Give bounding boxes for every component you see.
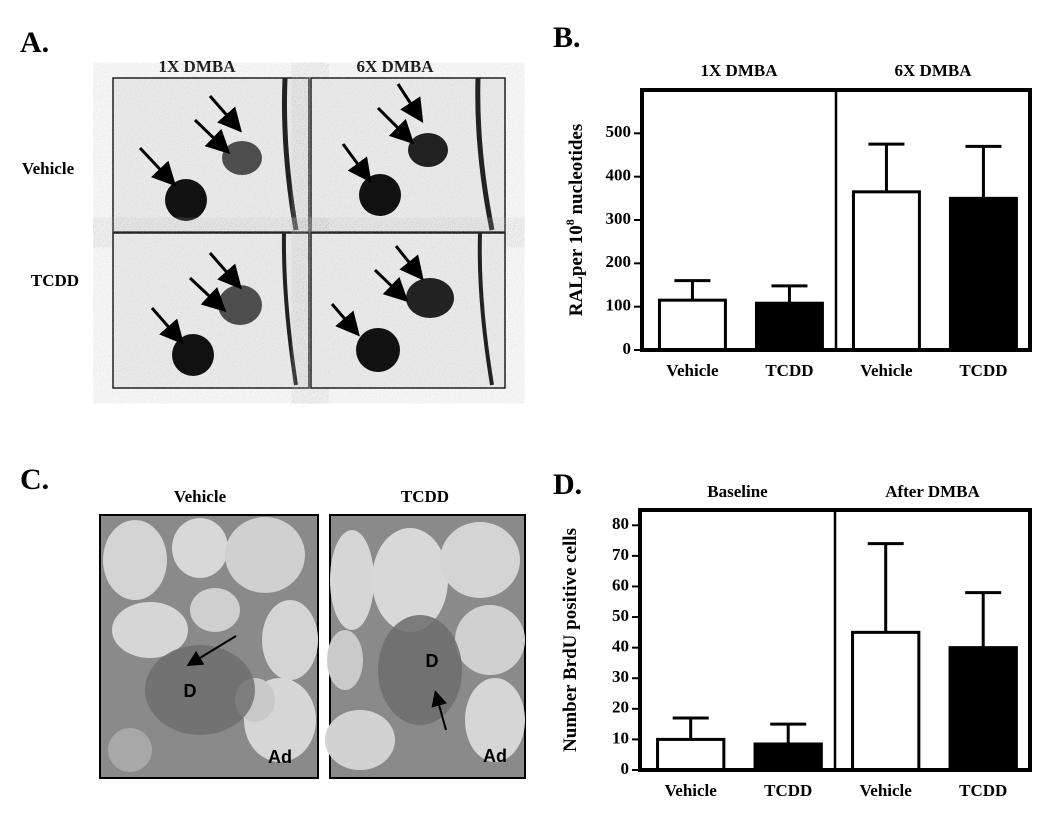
region-label: Ad bbox=[268, 747, 292, 767]
region-label: Ad bbox=[483, 746, 507, 766]
y-tick-label: 20 bbox=[612, 698, 629, 717]
group-label: Baseline bbox=[707, 482, 768, 501]
column-label: TCDD bbox=[401, 487, 449, 506]
row-label: Vehicle bbox=[22, 159, 75, 178]
y-tick-label: 40 bbox=[612, 637, 629, 656]
autoradiograph bbox=[310, 77, 506, 233]
micrograph: D Ad bbox=[325, 514, 526, 779]
autoradiographs bbox=[112, 77, 506, 389]
x-tick-label: Vehicle bbox=[665, 781, 718, 800]
bar bbox=[851, 630, 921, 772]
bar bbox=[657, 298, 727, 352]
autoradiograph bbox=[112, 232, 310, 389]
region-label: D bbox=[426, 651, 439, 671]
y-tick-label: 500 bbox=[606, 122, 632, 141]
y-axis-label-part: Number BrdU positive cells bbox=[560, 528, 581, 752]
y-axis-label-part: nucleotides bbox=[566, 124, 587, 220]
y-tick-label: 50 bbox=[612, 606, 629, 625]
panel-letter: D. bbox=[553, 468, 582, 501]
y-tick-label: 100 bbox=[606, 296, 632, 315]
x-tick-label: TCDD bbox=[959, 361, 1007, 380]
group-label: 1X DMBA bbox=[701, 61, 779, 80]
y-tick-label: 70 bbox=[612, 545, 629, 564]
plot-frame bbox=[638, 508, 1032, 772]
y-axis-label: RALper 108 nucleotides bbox=[563, 124, 588, 317]
y-axis-label-part: 8 bbox=[563, 219, 577, 225]
panel-letter: C. bbox=[20, 463, 49, 496]
autoradiograph bbox=[310, 232, 506, 389]
y-tick-label: 200 bbox=[606, 252, 632, 271]
y-tick-label: 10 bbox=[612, 728, 629, 747]
micrograph: D Ad bbox=[99, 514, 319, 779]
y-axis-label: Number BrdU positive cells bbox=[560, 528, 581, 752]
x-tick-label: TCDD bbox=[959, 781, 1007, 800]
y-tick-label: 60 bbox=[612, 575, 629, 594]
bar bbox=[754, 301, 824, 352]
column-label: 6X DMBA bbox=[357, 57, 435, 76]
y-tick-label: 0 bbox=[623, 339, 632, 358]
bar bbox=[656, 737, 726, 772]
group-label: After DMBA bbox=[885, 482, 980, 501]
y-tick-label: 30 bbox=[612, 667, 629, 686]
group-label: 6X DMBA bbox=[895, 61, 973, 80]
panel-letter: A. bbox=[20, 26, 49, 59]
autoradiograph bbox=[112, 77, 310, 233]
bar bbox=[753, 742, 823, 772]
bar bbox=[851, 190, 921, 352]
region-label: D bbox=[184, 681, 197, 701]
y-tick-label: 0 bbox=[621, 759, 630, 778]
plot-frame bbox=[640, 88, 1032, 352]
bar bbox=[948, 196, 1018, 352]
y-tick-label: 400 bbox=[606, 166, 632, 185]
column-label: Vehicle bbox=[174, 487, 227, 506]
x-tick-label: Vehicle bbox=[666, 361, 719, 380]
column-label: 1X DMBA bbox=[159, 57, 237, 76]
panel-letter: B. bbox=[553, 21, 581, 54]
bar bbox=[948, 646, 1018, 772]
x-tick-label: Vehicle bbox=[860, 361, 913, 380]
y-tick-label: 80 bbox=[612, 514, 629, 533]
x-tick-label: Vehicle bbox=[860, 781, 913, 800]
row-label: TCDD bbox=[31, 271, 79, 290]
y-axis-label-part: RALper 10 bbox=[566, 225, 587, 316]
x-tick-label: TCDD bbox=[765, 361, 813, 380]
y-tick-label: 300 bbox=[606, 209, 632, 228]
x-tick-label: TCDD bbox=[764, 781, 812, 800]
